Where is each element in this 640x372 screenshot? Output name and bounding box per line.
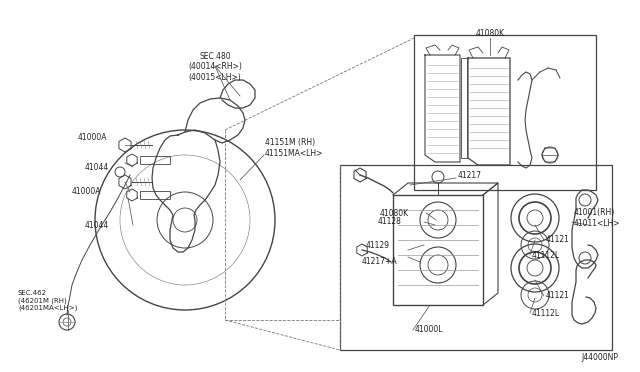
Text: 41121: 41121 xyxy=(546,235,570,244)
Text: J44000NP: J44000NP xyxy=(581,353,618,362)
Text: 41000A: 41000A xyxy=(72,187,102,196)
Text: 41217+A: 41217+A xyxy=(362,257,397,266)
Bar xyxy=(140,191,170,199)
Text: 41000A: 41000A xyxy=(78,134,108,142)
Text: 41044: 41044 xyxy=(85,163,109,171)
Text: 41112L: 41112L xyxy=(532,250,560,260)
Bar xyxy=(140,156,170,164)
Text: 41080K: 41080K xyxy=(476,29,504,38)
Text: 41121: 41121 xyxy=(546,292,570,301)
Text: 41129: 41129 xyxy=(366,241,390,250)
Text: 41001(RH)
41011<LH>: 41001(RH) 41011<LH> xyxy=(574,208,621,228)
Text: 41044: 41044 xyxy=(85,221,109,230)
Bar xyxy=(414,35,596,190)
Text: SEC.480
(40014<RH>)
(40015<LH>): SEC.480 (40014<RH>) (40015<LH>) xyxy=(188,52,242,82)
Text: 41128: 41128 xyxy=(378,218,402,227)
Text: 41151M (RH)
41151MA<LH>: 41151M (RH) 41151MA<LH> xyxy=(265,138,323,158)
Text: 41217: 41217 xyxy=(458,170,482,180)
Bar xyxy=(461,58,467,158)
Text: 41000L: 41000L xyxy=(415,326,444,334)
Text: SEC.462
(46201M (RH)
(46201MA<LH>): SEC.462 (46201M (RH) (46201MA<LH>) xyxy=(18,290,77,311)
Bar xyxy=(340,165,612,350)
Text: 41112L: 41112L xyxy=(532,308,560,317)
Text: 41080K: 41080K xyxy=(380,208,409,218)
Bar xyxy=(393,195,483,305)
